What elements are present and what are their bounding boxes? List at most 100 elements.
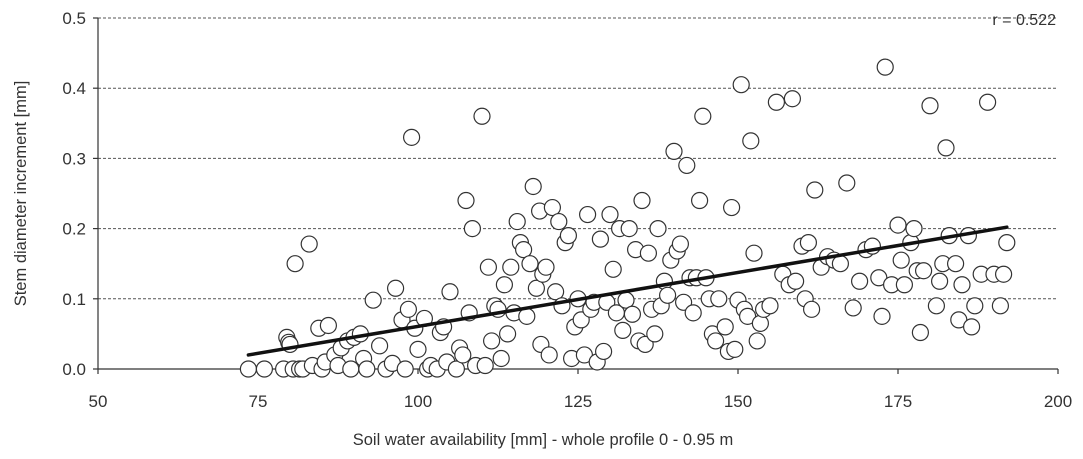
- data-point: [911, 323, 930, 342]
- data-point: [873, 307, 891, 325]
- data-point: [895, 276, 914, 294]
- data-point: [546, 283, 565, 301]
- data-point: [646, 325, 664, 343]
- data-point: [745, 244, 763, 262]
- data-point: [706, 332, 725, 350]
- data-point: [978, 93, 997, 111]
- y-tick-label: 0.2: [62, 220, 86, 239]
- data-point: [604, 260, 622, 278]
- data-point: [889, 216, 907, 234]
- data-point: [633, 191, 651, 210]
- data-point: [387, 279, 405, 297]
- trend-line: [246, 225, 1009, 357]
- data-point: [649, 220, 667, 238]
- y-tick-label: 0.0: [62, 360, 86, 379]
- data-point: [726, 340, 744, 358]
- data-point: [658, 286, 677, 304]
- data-point: [447, 360, 465, 378]
- data-point: [937, 139, 955, 157]
- data-point: [953, 276, 971, 294]
- data-point: [742, 132, 760, 150]
- data-point: [799, 234, 818, 252]
- x-tick-label: 175: [884, 392, 912, 411]
- data-point: [527, 279, 546, 297]
- data-point: [905, 220, 923, 238]
- data-point: [499, 325, 517, 343]
- data-point: [716, 318, 734, 336]
- tick-labels: 0.0 0.1 0.2 0.3 0.4 0.5 50 75 100 125 150 175 200: [62, 9, 1072, 411]
- data-point: [441, 283, 459, 301]
- data-point: [674, 293, 693, 311]
- data-point: [751, 314, 770, 332]
- data-point: [300, 235, 318, 253]
- data-point: [483, 332, 501, 350]
- data-point: [540, 346, 558, 364]
- data-point: [572, 311, 590, 329]
- data-point: [614, 321, 632, 339]
- data-point: [844, 299, 862, 317]
- y-tick-label: 0.1: [62, 290, 86, 309]
- data-point: [521, 255, 539, 273]
- data-point: [806, 181, 824, 199]
- data-point: [396, 360, 414, 378]
- data-point: [927, 297, 946, 315]
- data-point: [838, 174, 856, 192]
- data-point: [578, 205, 597, 224]
- data-point: [802, 300, 821, 318]
- data-point: [694, 107, 712, 125]
- data-point: [761, 297, 779, 315]
- data-point: [594, 342, 613, 361]
- x-axis-title: Soil water availability [mm] - whole pro…: [353, 431, 734, 449]
- data-point: [473, 107, 491, 125]
- data-point: [319, 316, 337, 335]
- data-point: [409, 340, 427, 358]
- data-point: [914, 262, 933, 280]
- data-point: [946, 255, 965, 273]
- data-point: [710, 290, 728, 308]
- data-point: [495, 276, 513, 294]
- data-point: [732, 76, 750, 94]
- data-point: [994, 265, 1013, 283]
- data-point: [991, 297, 1010, 315]
- data-point: [550, 212, 568, 231]
- data-point: [508, 212, 526, 231]
- data-point: [962, 318, 981, 336]
- data-point: [636, 335, 654, 354]
- data-point: [665, 142, 683, 160]
- data-point: [966, 297, 984, 315]
- x-tick-label: 125: [564, 392, 592, 411]
- data-point: [601, 205, 619, 224]
- data-point: [850, 272, 869, 290]
- data-point: [876, 58, 894, 76]
- data-point: [892, 251, 910, 269]
- data-points: [239, 58, 1016, 378]
- data-point: [537, 258, 555, 276]
- data-point: [722, 198, 741, 217]
- data-point: [678, 156, 696, 175]
- data-point: [364, 291, 382, 309]
- x-tick-label: 150: [724, 392, 752, 411]
- data-point: [476, 356, 494, 375]
- data-point: [783, 90, 802, 108]
- x-tick-label: 75: [249, 392, 268, 411]
- data-point: [831, 255, 850, 273]
- gridlines: [98, 17, 1058, 300]
- data-point: [358, 360, 376, 378]
- data-point: [524, 177, 542, 196]
- y-tick-label: 0.4: [62, 79, 86, 98]
- correlation-annotation: r = 0.522: [992, 12, 1056, 29]
- x-tick-label: 100: [404, 392, 432, 411]
- data-point: [684, 304, 702, 322]
- data-point: [690, 191, 709, 210]
- data-point: [639, 244, 658, 262]
- data-point: [286, 255, 304, 273]
- data-point: [403, 128, 421, 146]
- data-point: [620, 220, 638, 238]
- data-point: [399, 300, 417, 318]
- data-point: [930, 272, 949, 290]
- data-point: [255, 360, 273, 378]
- data-point: [623, 305, 642, 323]
- data-point: [492, 349, 510, 368]
- y-tick-label: 0.3: [62, 149, 86, 168]
